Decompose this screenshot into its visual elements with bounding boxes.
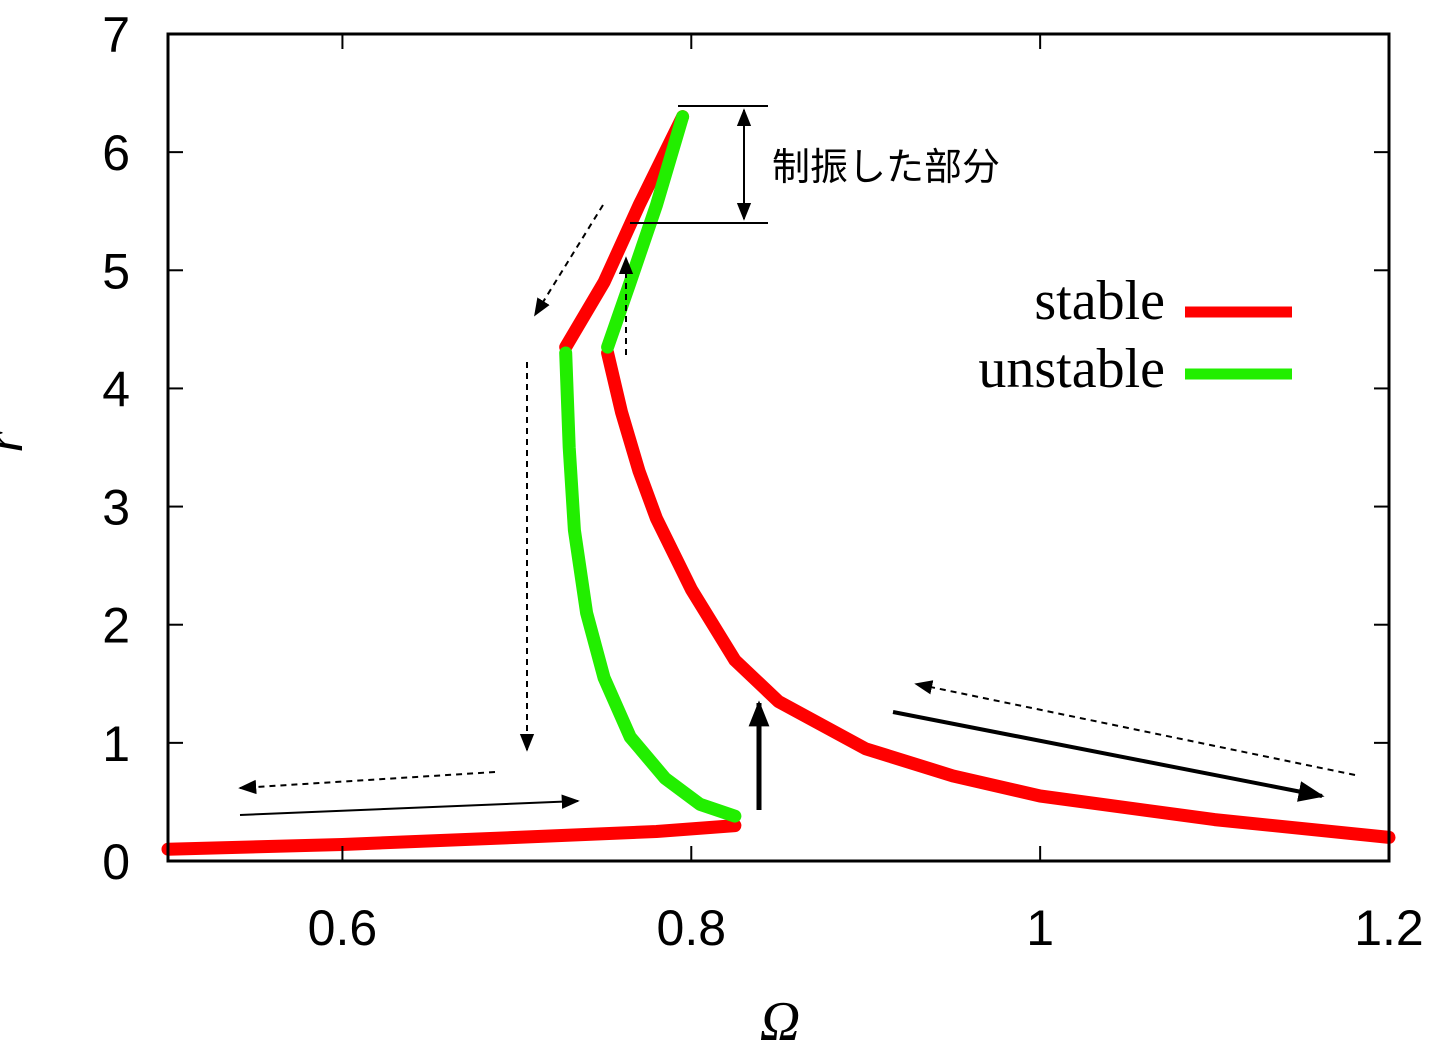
solid-arrow-right-right-branch: [892, 710, 1325, 802]
legend-label-unstable: unstable: [978, 338, 1165, 400]
tick-labels: 0.6 0.8 1 1.2 0 1 2 3 4 5 6 7: [102, 7, 1424, 956]
y-tick-label: 5: [102, 243, 130, 299]
y-tick-label: 6: [102, 125, 130, 181]
series-unstable-segment-1: [601, 110, 690, 354]
series-unstable-segment-0: [559, 346, 742, 823]
annotation-label: 制振した部分: [772, 145, 1000, 189]
series-stable-segment-0: [161, 819, 742, 856]
y-tick-label: 1: [102, 716, 130, 772]
annotations: 制振した部分: [238, 105, 1356, 816]
dashed-arrow-left-lower: [238, 771, 496, 795]
x-tick-label: 0.6: [308, 900, 378, 956]
series-stable-segment-1: [601, 346, 1396, 844]
x-tick-label: 1.2: [1354, 900, 1424, 956]
solid-arrow-right-lower: [239, 794, 580, 816]
plot-frame: [166, 32, 1391, 863]
legend: stable unstable: [978, 270, 1292, 400]
series-stable-segment-2: [559, 110, 690, 354]
y-tick-label: 3: [102, 480, 130, 536]
dashed-arrow-left-right-branch: [914, 680, 1356, 776]
y-tick-label: 7: [102, 7, 130, 63]
x-tick-label: 0.8: [657, 900, 727, 956]
y-tick-label: 4: [102, 361, 130, 417]
plot-series: [161, 110, 1396, 856]
y-axis-title: r: [0, 431, 35, 453]
x-tick-label: 1: [1026, 900, 1054, 956]
ticks: [168, 33, 1390, 862]
y-tick-label: 2: [102, 598, 130, 654]
legend-label-stable: stable: [1034, 270, 1165, 332]
x-axis-title: Ω: [760, 991, 801, 1049]
y-tick-label: 0: [102, 834, 130, 890]
